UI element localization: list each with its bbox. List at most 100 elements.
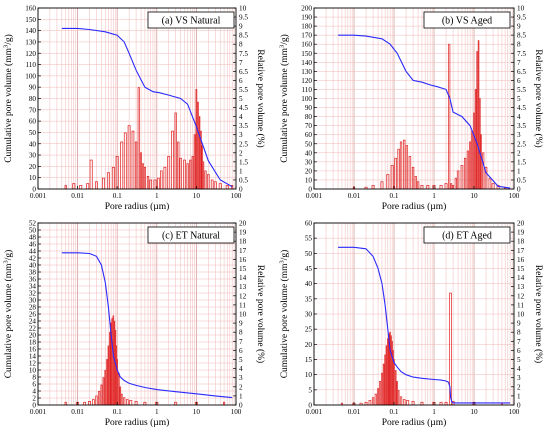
y-left-axis-label: Cumulative pore volume (mm3/g) (279, 34, 291, 163)
x-tick-label: 0.001 (306, 192, 323, 200)
y-right-tick-label: 18 (517, 238, 525, 246)
relative-volume-bar (402, 399, 406, 406)
x-tick-label: 10 (470, 408, 478, 416)
y-right-axis-label: Relative pore volume (%) (533, 265, 544, 363)
y-right-tick-label: 7 (239, 59, 243, 67)
x-tick-label: 0.001 (30, 408, 47, 416)
y-right-tick-label: 2 (239, 149, 243, 157)
relative-volume-bar (177, 141, 180, 190)
y-left-tick-label: 20 (29, 332, 37, 340)
y-left-tick-label: 30 (305, 158, 313, 166)
y-right-tick-label: 2 (239, 383, 243, 391)
relative-volume-bar (131, 130, 135, 190)
y-right-tick-label: 15 (517, 265, 525, 273)
y-right-tick-label: 8 (517, 329, 521, 337)
x-tick-label: 0.01 (71, 192, 84, 200)
x-axis-label: Pore radius (µm) (382, 201, 447, 212)
x-tick-label: 0.1 (113, 408, 122, 416)
y-right-tick-label: 17 (517, 247, 525, 255)
relative-volume-bar (102, 377, 105, 406)
y-left-axis-label-tail: /g) (279, 34, 290, 45)
y-left-tick-label: 24 (29, 318, 37, 326)
cumulative-volume-line (61, 27, 233, 188)
y-left-tick-label: 10 (29, 367, 37, 375)
y-right-tick-label: 2 (517, 383, 521, 391)
y-right-tick-label: 3 (517, 131, 521, 139)
x-tick-label: 10 (193, 408, 201, 416)
y-right-tick-label: 6.5 (239, 68, 248, 76)
relative-volume-bar (142, 163, 144, 190)
y-left-tick-label: 34 (29, 283, 37, 291)
relative-volume-bar (111, 318, 114, 406)
y-left-tick-label: 44 (29, 248, 37, 256)
y-left-tick-label: 190 (301, 14, 312, 22)
relative-volume-bar (171, 130, 174, 190)
y-left-tick-label: 200 (301, 5, 312, 13)
relative-volume-bar (201, 145, 203, 190)
y-left-tick-label: 80 (305, 113, 313, 121)
y-right-tick-label: 1 (239, 392, 243, 400)
y-left-tick-label: 140 (301, 59, 312, 67)
y-left-tick-label: 40 (29, 140, 37, 148)
y-right-tick-label: 3 (239, 131, 243, 139)
y-left-tick-label: 40 (305, 149, 313, 157)
x-tick-label: 1 (432, 192, 436, 200)
y-left-tick-label: 4 (32, 388, 36, 396)
y-left-axis-label-text: Cumulative pore volume (mm (279, 263, 290, 378)
y-left-tick-label: 150 (25, 16, 36, 24)
y-left-tick-label: 100 (25, 72, 36, 80)
y-right-tick-label: 0.5 (239, 176, 248, 184)
y-left-tick-label: 120 (301, 77, 312, 85)
y-left-tick-label: 26 (29, 311, 37, 319)
y-right-tick-label: 9.5 (239, 14, 248, 22)
y-left-tick-label: 0 (32, 186, 36, 194)
y-left-tick-label: 55 (305, 235, 313, 243)
y-left-tick-label: 110 (301, 86, 312, 94)
y-right-tick-label: 3.5 (517, 122, 526, 130)
y-right-tick-label: 3.5 (239, 122, 248, 130)
relative-volume-bar (374, 393, 377, 406)
y-right-tick-label: 8.5 (239, 32, 248, 40)
panel-title: (b) VS Aged (442, 16, 492, 27)
x-tick-label: 0.01 (348, 408, 361, 416)
y-left-tick-label: 10 (305, 176, 313, 184)
y-right-tick-label: 5 (517, 356, 521, 364)
relative-volume-bar (406, 400, 410, 406)
y-left-tick-label: 0 (32, 402, 36, 410)
y-right-axis-label: Relative pore volume (%) (255, 49, 266, 147)
x-tick-label: 0.1 (390, 408, 399, 416)
y-left-tick-label: 70 (29, 106, 37, 114)
relative-volume-bar (382, 363, 385, 406)
y-left-tick-label: 42 (29, 255, 37, 263)
relative-volume-bar (137, 87, 140, 190)
y-right-tick-label: 9 (517, 320, 521, 328)
chart-panel-1: 0102030405060708090100110120130140150160… (3, 5, 267, 213)
y-right-tick-label: 12 (239, 292, 247, 300)
relative-volume-bar (394, 157, 397, 190)
relative-volume-bar (120, 393, 123, 406)
y-right-tick-label: 19 (517, 229, 525, 237)
x-tick-label: 0.01 (71, 408, 84, 416)
y-left-tick-label: 8 (32, 374, 36, 382)
relative-volume-bar (379, 380, 382, 406)
y-right-tick-label: 4 (517, 365, 521, 373)
y-right-tick-label: 7.5 (239, 50, 248, 58)
y-right-tick-label: 19 (239, 229, 247, 237)
relative-volume-bar (123, 132, 127, 190)
y-right-tick-label: 0 (517, 186, 521, 194)
relative-volume-bar (403, 139, 406, 190)
y-right-axis-label: Relative pore volume (%) (533, 49, 544, 147)
y-right-tick-label: 6.5 (517, 68, 526, 76)
relative-volume-bar (397, 148, 400, 190)
y-right-tick-label: 1 (239, 167, 243, 175)
x-tick-label: 0.1 (390, 192, 399, 200)
y-left-axis-label-superscript: 3 (3, 45, 10, 48)
y-left-tick-label: 70 (305, 122, 313, 130)
chart-panel-4: 0510152025303540455055600123456789101112… (279, 220, 545, 429)
y-left-tick-label: 15 (305, 356, 313, 364)
y-left-tick-label: 45 (305, 265, 313, 273)
y-right-tick-label: 14 (239, 274, 247, 282)
y-left-tick-label: 160 (301, 41, 312, 49)
y-right-tick-label: 10 (239, 311, 247, 319)
y-right-tick-label: 9.5 (517, 14, 526, 22)
